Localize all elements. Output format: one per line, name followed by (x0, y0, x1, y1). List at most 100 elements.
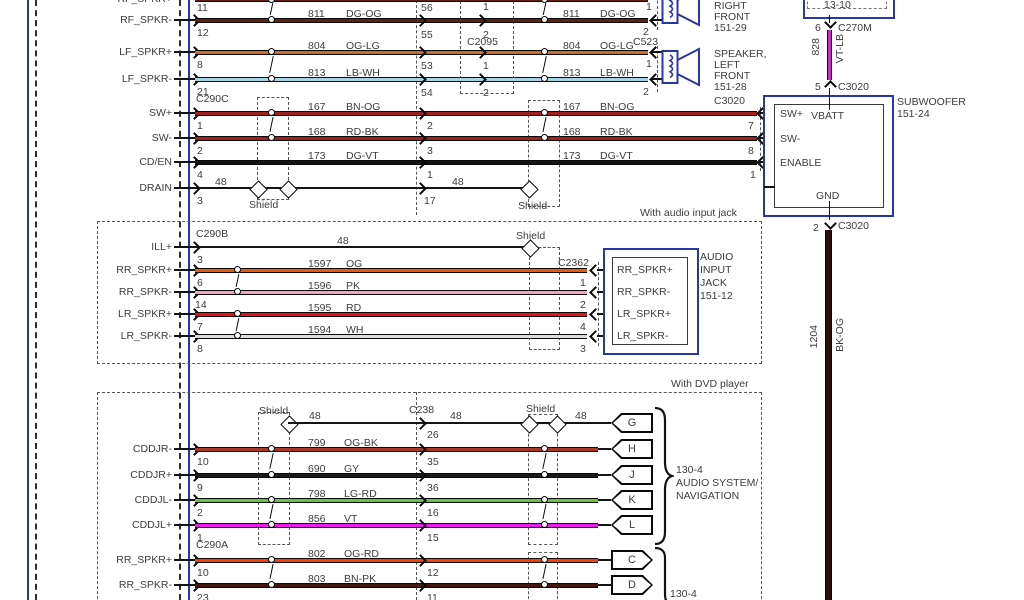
wire-label-rr-spkr-plus: RR_SPKR+ (116, 264, 172, 276)
terminal-k: K (611, 490, 653, 510)
color-code: BN-OG (346, 101, 381, 113)
jack-pin-label: LR_SPKR- (617, 330, 669, 342)
wire-label-lf-spkr-plus: LF_SPKR+ (119, 46, 172, 58)
inline-connector-line (416, 0, 417, 215)
circuit-number: 798 (308, 488, 326, 500)
pin-number: 6 (197, 277, 203, 289)
pin-number: 2 (813, 222, 819, 234)
pin-number: 7 (748, 120, 754, 132)
twisted-pair-icon (268, 521, 275, 528)
circuit-number: 1596 (308, 280, 332, 292)
color-code: DG-VT (600, 150, 633, 162)
speaker-connector-line (657, 46, 658, 92)
twisted-pair-icon (268, 75, 275, 82)
color-code: WH (346, 324, 364, 336)
twisted-pair-icon (541, 471, 548, 478)
pin-number: 2 (643, 86, 649, 98)
connector-label: C2362 (558, 257, 589, 269)
jack-connector-line (598, 262, 599, 346)
shield-region-box (258, 412, 290, 545)
twisted-pair-icon (269, 56, 274, 73)
speaker-icon (661, 0, 700, 27)
wire-label-lf-spkr-minus: LF_SPKR- (121, 73, 172, 85)
connector-label: C290A (196, 539, 229, 551)
wire-lr-spkr-minus (195, 333, 587, 339)
wire-rr-spkr-minus (195, 289, 587, 295)
wire-rf-spkr-plus (195, 0, 648, 2)
c2095-region-box (460, 0, 514, 94)
pin-number: 35 (427, 456, 439, 468)
color-code: LB-WH (346, 67, 380, 79)
circuit-number: 856 (308, 513, 326, 525)
shield-region-box (528, 100, 560, 207)
wire-label-sw-minus: SW- (151, 132, 172, 144)
wire-label-rf-spkr-minus: RF_SPKR- (120, 14, 172, 26)
twisted-pair-icon (268, 134, 275, 141)
pin-number: 1 (646, 58, 652, 70)
circuit-number: 173 (563, 150, 581, 162)
circuit-number: 799 (308, 437, 326, 449)
wire-cddjl-minus (195, 497, 598, 503)
circuit-number: 813 (308, 67, 326, 79)
lead-line (174, 291, 195, 293)
lead-line (174, 137, 195, 139)
color-code: OG-LG (600, 40, 634, 52)
twisted-pair-icon (541, 109, 548, 116)
circuit-number: 803 (308, 573, 326, 585)
twisted-pair-icon (268, 109, 275, 116)
lead-line (174, 474, 195, 476)
shield-label: Shield (259, 405, 289, 417)
pin-number: 11 (197, 2, 208, 14)
pin-number: 3 (580, 343, 586, 355)
shield-label: Shield (249, 199, 279, 211)
circuit-number: 802 (308, 548, 326, 560)
circuit-number: 690 (308, 463, 326, 475)
lead-line (174, 51, 195, 53)
wire-shield-drain (288, 422, 611, 424)
subwoofer-stub (764, 186, 775, 188)
pin-number: 1 (580, 277, 586, 289)
terminal-g: G (611, 413, 653, 433)
circuit-number: 48 (450, 410, 462, 422)
wire-label-cddjr-plus: CDDJR+ (130, 469, 172, 481)
color-code: OG (346, 258, 363, 270)
twisted-pair-icon (268, 581, 275, 588)
component-ref: 130-4 (676, 464, 703, 476)
circuit-number: 1597 (308, 258, 332, 270)
pin-number: 15 (427, 532, 439, 544)
pin-number: 1 (646, 1, 652, 13)
twisted-pair-icon (541, 48, 548, 55)
component-label: RIGHT (714, 0, 747, 12)
jack-pin-label: RR_SPKR- (617, 286, 671, 298)
component-label: NAVIGATION (676, 490, 740, 502)
component-label: SUBWOOFER (897, 96, 966, 108)
wire-cddjl-plus (195, 522, 598, 528)
twisted-pair-icon (541, 521, 548, 528)
wire-cd-en (195, 159, 757, 165)
component-ref: 151-24 (897, 108, 930, 120)
circuit-number: 48 (452, 176, 464, 188)
connector-label: C523 (633, 36, 659, 48)
wire-rr-spkr-plus (195, 267, 587, 273)
audio-input-jack-section-box (97, 221, 762, 364)
wire-lf-spkr-minus (195, 76, 648, 82)
twisted-pair-icon (541, 16, 548, 23)
component-ref: 13-10 (824, 0, 851, 11)
wire-label-cd-en: CD/EN (139, 156, 172, 168)
lead-line (598, 559, 611, 561)
twisted-pair-icon (542, 3, 547, 15)
lead-line (174, 246, 195, 248)
twisted-pair-icon (541, 581, 548, 588)
pin-number: 2 (427, 120, 433, 132)
shield-region-box (528, 552, 558, 600)
component-label: INPUT (700, 264, 732, 276)
connector-arrow-icon (824, 80, 837, 93)
terminal-j: J (611, 465, 653, 485)
twisted-pair-icon (541, 134, 548, 141)
color-code: PK (346, 280, 361, 292)
subwoofer-pin-label: SW+ (780, 108, 804, 120)
lead-line (598, 448, 611, 450)
color-code: RD-BK (600, 126, 633, 138)
wire-label-cddjl-plus: CDDJL+ (132, 519, 172, 531)
audio-input-jack-inner-box (612, 257, 688, 345)
